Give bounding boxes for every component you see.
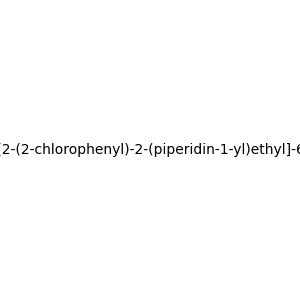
Text: N-[2-(2-chlorophenyl)-2-(piperidin-1-yl)ethyl]-6,8: N-[2-(2-chlorophenyl)-2-(piperidin-1-yl)… [0,143,300,157]
